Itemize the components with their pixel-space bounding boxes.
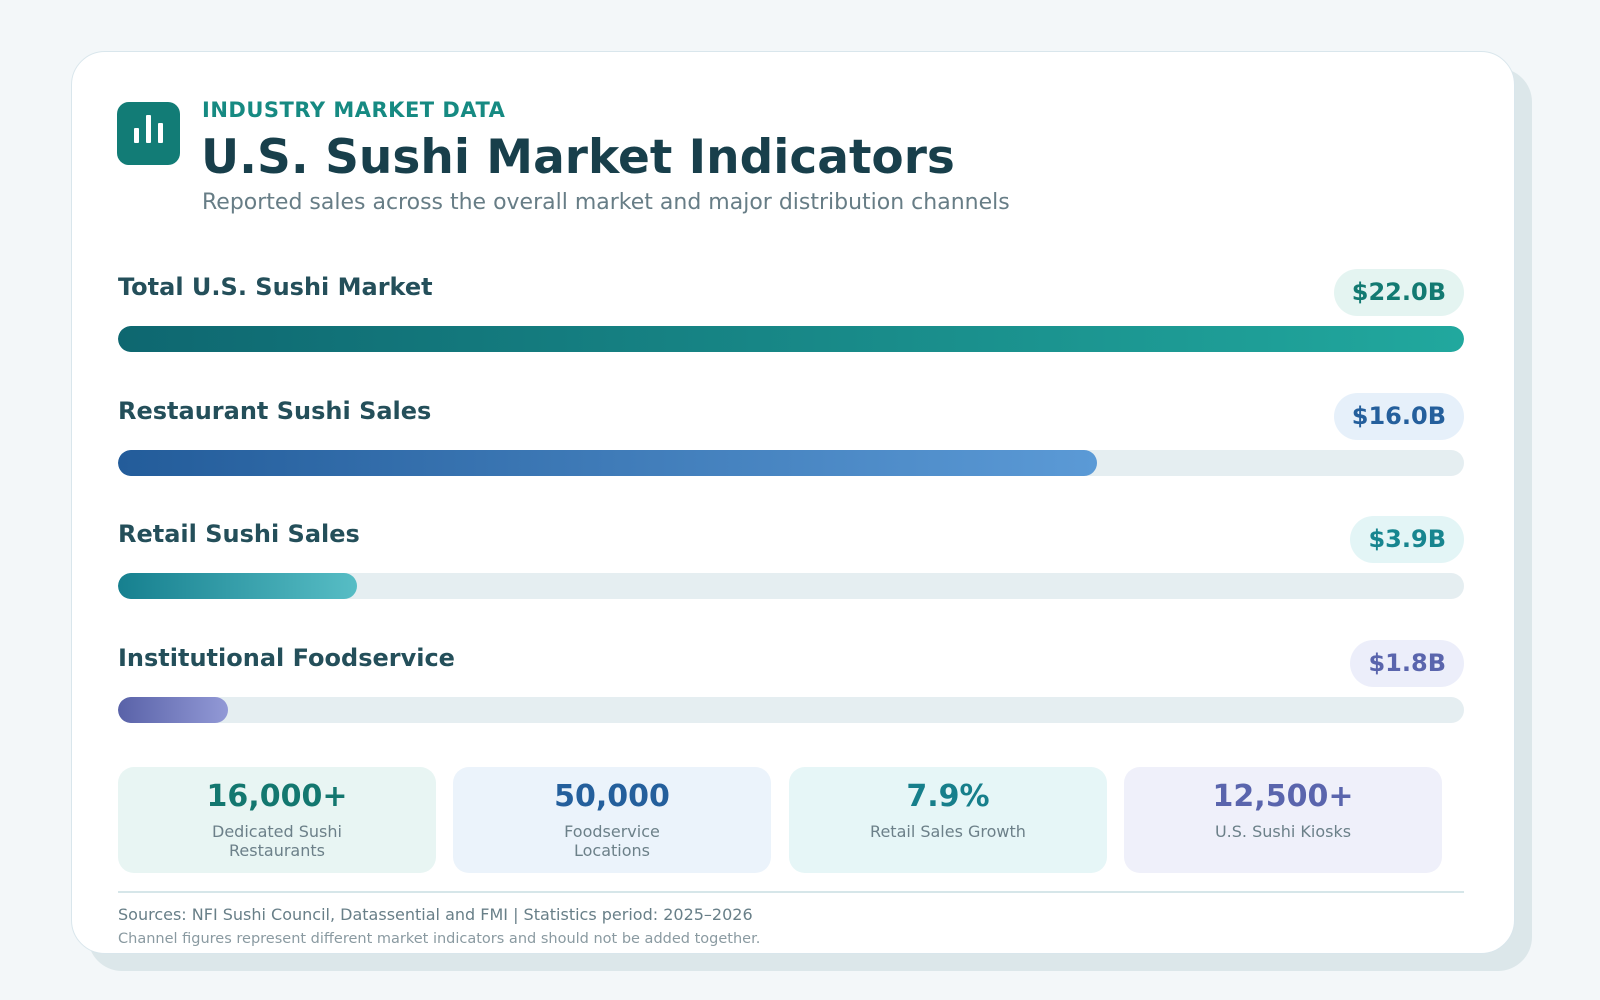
sources-text: Sources: NFI Sushi Council, Datassential… (118, 905, 753, 924)
bar-track (118, 326, 1464, 352)
bar-fill (118, 697, 228, 723)
bar-row: Institutional Foodservice $1.8B (118, 640, 1464, 730)
bar-label: Total U.S. Sushi Market (118, 273, 433, 301)
bar-row: Retail Sushi Sales $3.9B (118, 516, 1464, 606)
footnote-text: Channel figures represent different mark… (118, 931, 761, 947)
stat-value: 16,000+ (206, 779, 348, 814)
stat-value: 50,000 (554, 779, 670, 814)
stat-card: 7.9% Retail Sales Growth (789, 767, 1107, 873)
bar-fill (118, 450, 1097, 476)
bar-track (118, 697, 1464, 723)
bar-fill (118, 326, 1464, 352)
value-badge: $3.9B (1350, 516, 1464, 563)
bar-chart-icon (117, 102, 180, 165)
stat-card: 16,000+ Dedicated Sushi Restaurants (118, 767, 436, 873)
bar-row: Total U.S. Sushi Market $22.0B (118, 269, 1464, 359)
stat-label: U.S. Sushi Kiosks (1214, 822, 1352, 841)
page-title: U.S. Sushi Market Indicators (201, 130, 955, 185)
footer-divider (118, 891, 1464, 893)
value-badge: $1.8B (1350, 640, 1464, 687)
bar-row: Restaurant Sushi Sales $16.0B (118, 393, 1464, 483)
bar-label: Restaurant Sushi Sales (118, 397, 432, 425)
value-badge: $22.0B (1333, 269, 1464, 316)
bar-label: Retail Sushi Sales (118, 520, 360, 548)
bar-fill (118, 573, 357, 599)
stat-card: 12,500+ U.S. Sushi Kiosks (1124, 767, 1442, 873)
bar-track (118, 450, 1464, 476)
stats-row: 16,000+ Dedicated Sushi Restaurants 50,000… (118, 767, 1464, 873)
stat-label: Retail Sales Growth (870, 822, 1026, 841)
bar-label: Institutional Foodservice (118, 644, 455, 672)
stat-value: 12,500+ (1212, 779, 1354, 814)
market-card: INDUSTRY MARKET DATA U.S. Sushi Market I… (71, 51, 1515, 954)
eyebrow-label: INDUSTRY MARKET DATA (202, 98, 506, 122)
stat-label: Dedicated Sushi Restaurants (212, 822, 342, 860)
stat-card: 50,000 Foodservice Locations (453, 767, 771, 873)
stat-value: 7.9% (906, 779, 990, 814)
bar-track (118, 573, 1464, 599)
value-badge: $16.0B (1333, 393, 1464, 440)
stat-label: Foodservice Locations (564, 822, 660, 860)
page-subtitle: Reported sales across the overall market… (202, 190, 1010, 215)
